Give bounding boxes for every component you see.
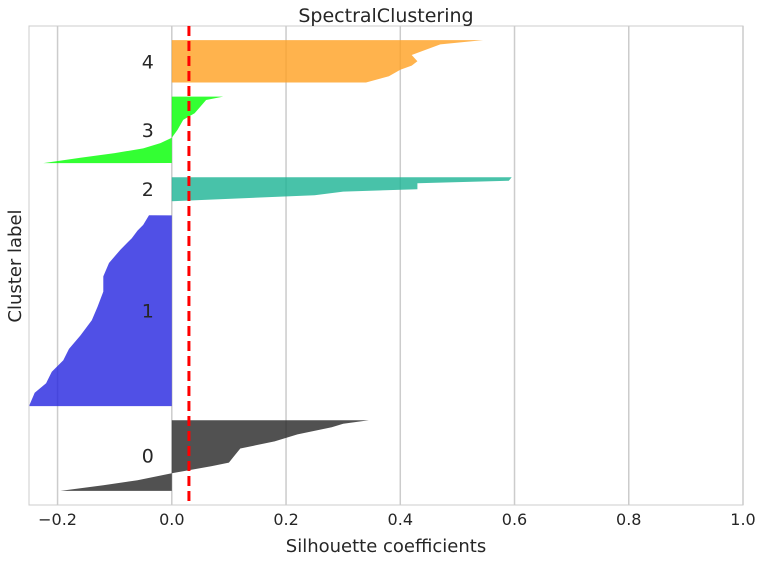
x-tick-label: −0.2 [38,510,77,529]
x-tick-label: 0.6 [502,510,527,529]
x-axis-label: Silhouette coefficients [286,536,486,557]
cluster-area-1 [29,215,172,407]
cluster-area-2 [171,177,512,202]
cluster-label-4: 4 [142,51,154,73]
x-tick-label: 0.4 [388,510,413,529]
y-axis-label: Cluster label [5,209,26,322]
cluster-area-4 [171,40,484,83]
x-tick-label: 0.0 [159,510,184,529]
cluster-area-0 [60,420,369,491]
cluster-labels: 0 1 2 3 4 [142,51,154,467]
chart-title: SpectralClustering [298,5,473,27]
x-tick-label: 1.0 [730,510,755,529]
cluster-label-0: 0 [142,446,154,468]
cluster-areas [29,40,512,491]
cluster-label-2: 2 [142,179,154,201]
cluster-label-1: 1 [142,301,154,323]
plot-frame [28,25,744,506]
cluster-area-3 [43,96,224,164]
x-tick-label: 0.2 [273,510,298,529]
x-tick-label: 0.8 [616,510,641,529]
x-axis: −0.2 0.0 0.2 0.4 0.6 0.8 1.0 [38,510,756,529]
cluster-label-3: 3 [142,120,154,142]
